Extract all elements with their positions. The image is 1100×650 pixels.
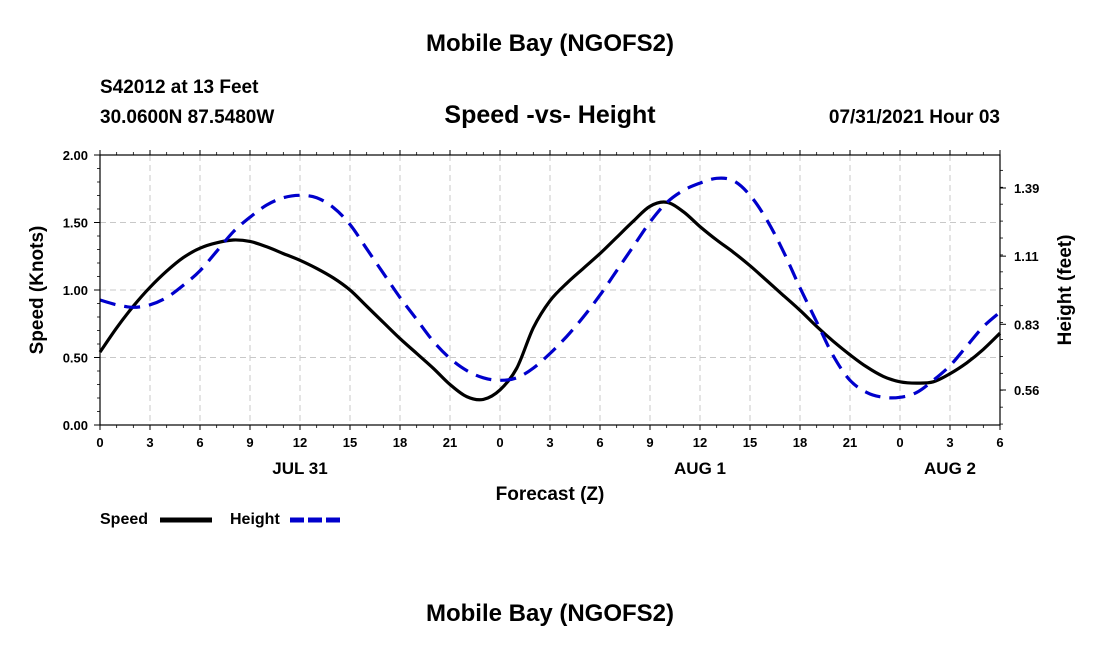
legend-label-speed: Speed	[100, 511, 148, 528]
x-tick-label: 18	[393, 435, 407, 450]
x-tick-label: 12	[293, 435, 307, 450]
x-tick-label: 3	[946, 435, 953, 450]
y2-tick-label: 1.39	[1014, 181, 1039, 196]
station-label: S42012 at 13 Feet	[100, 77, 259, 98]
x-tick-label: 3	[146, 435, 153, 450]
y-tick-label: 1.50	[63, 216, 88, 231]
y2-tick-label: 0.83	[1014, 317, 1039, 332]
x-tick-label: 12	[693, 435, 707, 450]
y-tick-label: 2.00	[63, 148, 88, 163]
forecast-date-label: 07/31/2021 Hour 03	[828, 107, 1000, 128]
x-tick-label: 15	[343, 435, 357, 450]
x-tick-label: 9	[246, 435, 253, 450]
y-tick-label: 0.50	[63, 351, 88, 366]
y-tick-label: 0.00	[63, 418, 88, 433]
legend-label-height: Height	[230, 511, 280, 528]
y-axis-label: Speed (Knots)	[27, 226, 48, 355]
x-tick-label: 18	[793, 435, 807, 450]
legend: Speed Height	[100, 511, 342, 528]
page-title: Mobile Bay (NGOFS2)	[425, 30, 675, 57]
x-tick-label: 21	[843, 435, 857, 450]
series-line-height	[99, 176, 1002, 400]
x-tick-label: 6	[196, 435, 203, 450]
footer-title: Mobile Bay (NGOFS2)	[425, 600, 675, 627]
series-layer	[98, 176, 1002, 402]
x-tick-label: 9	[646, 435, 653, 450]
y-tick-label: 1.00	[63, 283, 88, 298]
date-label: AUG 1	[674, 459, 726, 478]
x-tick-label: 0	[896, 435, 903, 450]
x-axis-label: Forecast (Z)	[496, 484, 605, 505]
x-tick-label: 15	[743, 435, 757, 450]
x-tick-label: 0	[96, 435, 103, 450]
axis-ticks: 0 3 6 9 12 15 18 21 0 3 6 9 12 15 18 21 0 3 6 JUL 31 AUG 1 AU…	[63, 148, 1040, 478]
x-tick-label: 6	[596, 435, 603, 450]
date-label: AUG 2	[924, 459, 976, 478]
chart-title: Speed -vs- Height	[444, 101, 656, 129]
x-tick-label: 3	[546, 435, 553, 450]
grid	[100, 155, 1000, 425]
series-line-speed	[98, 200, 1002, 402]
x-tick-label: 6	[996, 435, 1003, 450]
y2-tick-label: 0.56	[1014, 383, 1039, 398]
y2-axis-label: Height (feet)	[1055, 235, 1076, 346]
x-tick-label: 21	[443, 435, 457, 450]
y2-tick-label: 1.11	[1014, 249, 1039, 264]
date-label: JUL 31	[272, 459, 327, 478]
x-tick-label: 0	[496, 435, 503, 450]
coordinates-label: 30.0600N 87.5480W	[100, 107, 275, 128]
